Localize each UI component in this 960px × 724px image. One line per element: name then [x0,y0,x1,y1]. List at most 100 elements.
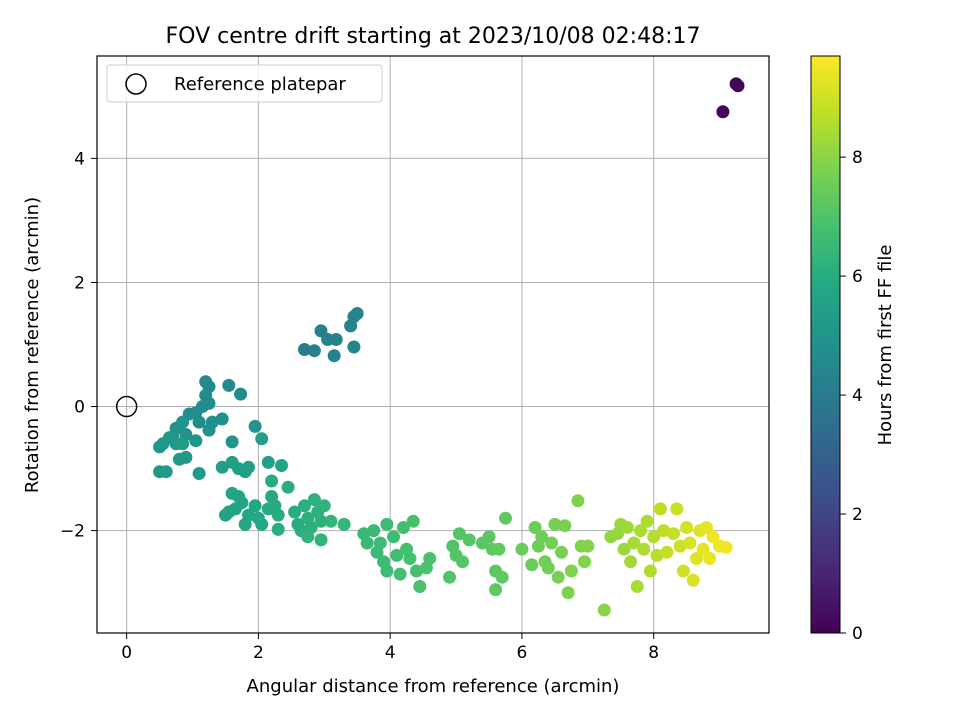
data-point [301,530,315,544]
data-point [222,378,236,392]
data-point [535,530,549,544]
data-point [564,564,578,578]
data-point [288,505,302,519]
reference-platepar-marker [115,395,138,418]
colorbar-label: Hours from first FF file [875,245,896,446]
data-point [541,561,555,575]
data-point [248,419,262,433]
data-point [179,450,193,464]
data-point [248,499,262,513]
data-point [153,440,167,454]
data-point [192,467,206,480]
x-axis-ticks: 0 2 4 6 8 [121,633,659,663]
colorbar-tick-label: 0 [852,624,863,644]
data-point [380,564,394,578]
data-point [528,521,542,534]
colorbar-tick-label: 8 [852,148,863,168]
y-tick-label: 4 [74,149,85,169]
data-point [630,580,644,593]
data-point [647,530,661,544]
data-point [676,564,690,578]
data-point [265,474,279,488]
data-point [597,603,611,617]
y-tick-label: 2 [74,273,85,293]
colorbar-tick-label: 4 [852,386,863,406]
data-point [686,573,700,587]
data-point [558,519,572,533]
data-point [499,511,512,525]
data-point [347,340,361,354]
data-point [525,558,539,572]
legend-box [106,64,383,103]
data-point [660,545,674,559]
data-point [298,343,311,356]
axes [96,55,770,634]
data-point [380,517,394,531]
data-point [423,552,437,565]
data-point [176,437,190,451]
data-point [703,552,717,565]
data-point [215,460,229,474]
x-tick-label: 6 [517,643,528,663]
data-point [242,508,255,522]
data-point [281,480,295,494]
data-point [314,533,328,547]
data-point [673,539,687,553]
data-point [307,493,321,507]
grid-lines [97,56,769,633]
y-tick-label: 0 [74,398,85,418]
data-point [327,349,341,363]
data-point [515,542,529,556]
data-point [690,552,703,565]
data-point [716,105,730,119]
data-point [492,542,506,556]
data-point [731,79,745,93]
data-point [215,412,229,426]
data-point [387,530,400,544]
x-tick-label: 2 [253,643,264,663]
data-point [719,540,733,554]
data-point [578,555,591,569]
data-point [640,514,654,528]
data-point [551,570,565,584]
colorbar-ticks: 0 2 4 6 8 [840,148,863,644]
data-point [393,567,407,581]
data-point [261,455,275,469]
data-point [699,521,713,534]
data-point [555,545,568,559]
data-point [329,333,343,346]
colorbar: 0 2 4 6 8 Hours from first FF file [810,55,896,644]
data-point [683,536,697,550]
data-point [548,517,562,531]
data-point [571,494,585,508]
data-point [581,539,595,553]
y-tick-label: −2 [60,522,85,542]
data-point [242,460,255,474]
data-point [373,536,387,550]
y-axis-ticks: −2 0 2 4 [60,149,97,542]
colorbar-tick-label: 6 [852,267,863,287]
data-point [307,344,321,358]
data-point [545,536,559,550]
data-point [360,536,374,550]
data-point [456,555,470,569]
data-point [443,570,456,584]
data-point [410,564,423,578]
data-point [232,490,246,503]
data-point [620,521,634,534]
data-point [670,502,684,516]
data-point [667,527,680,541]
data-point [452,527,466,541]
data-point [462,533,476,547]
data-point [643,564,657,578]
data-point [255,517,269,531]
colorbar-gradient [810,55,841,634]
data-point [159,465,173,479]
data-point [680,521,694,534]
data-point [627,536,641,550]
data-point [275,459,288,472]
data-point [495,570,509,584]
y-axis-label: Rotation from reference (arcmin) [22,197,43,493]
chart-title: FOV centre drift starting at 2023/10/08 … [166,24,701,49]
data-point [396,521,410,534]
